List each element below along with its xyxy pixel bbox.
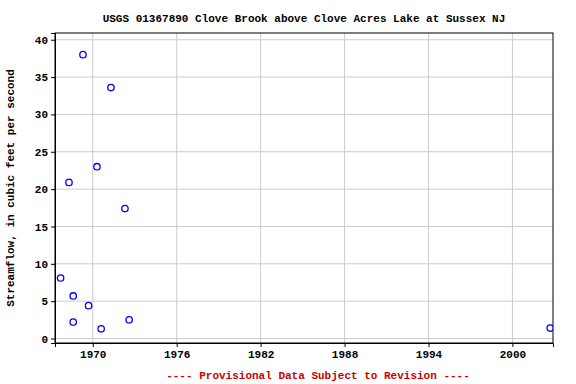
x-grid-line (176, 33, 177, 343)
y-tick: 30 (35, 109, 55, 121)
y-tick-label: 15 (35, 221, 49, 233)
y-tick: 25 (35, 147, 55, 159)
y-grid-line (55, 263, 553, 264)
x-grid-line (92, 33, 93, 343)
y-tick: 0 (41, 334, 55, 346)
y-tick-mark (51, 40, 55, 41)
point (122, 205, 128, 211)
y-tick: 5 (41, 296, 55, 308)
x-tick-mark (261, 343, 262, 347)
point (70, 319, 76, 325)
x-axis: 1970 1976 1982 1988 1994 2000 (56, 343, 554, 361)
y-grid-line (55, 338, 553, 339)
y-tick-label: 35 (35, 72, 49, 84)
y-tick-label: 10 (35, 259, 48, 271)
x-tick-mark (177, 343, 178, 347)
y-grid-line (55, 301, 553, 302)
x-tick-label: 1988 (332, 349, 359, 361)
y-tick: 15 (35, 221, 55, 233)
x-grid-line (512, 33, 513, 343)
y-tick-mark (51, 339, 55, 340)
x-tick-label: 2000 (500, 349, 526, 361)
y-axis: 0 5 10 15 20 25 30 35 40 (35, 34, 56, 346)
x-tick-mark (429, 343, 430, 347)
x-tick-mark (512, 343, 513, 347)
x-grid-line (260, 33, 261, 343)
y-tick: 10 (35, 259, 55, 271)
x-grid-line (344, 33, 345, 343)
y-grid-line (55, 77, 553, 78)
x-tick: 1976 (164, 343, 190, 361)
y-tick: 20 (35, 184, 55, 196)
y-tick-label: 30 (35, 109, 48, 121)
y-tick: 35 (35, 72, 55, 84)
x-axis-line (56, 344, 554, 348)
y-grid-line (55, 189, 553, 190)
x-tick-mark (93, 343, 94, 347)
y-tick-label: 40 (35, 35, 48, 47)
point (70, 293, 76, 299)
point (94, 164, 100, 170)
x-tick: 1970 (80, 343, 106, 361)
chart: 1970 1976 1982 1988 1994 2000 0 5 10 15 20 25 30 35 40… (0, 0, 576, 384)
y-tick-mark (51, 152, 55, 153)
y-tick-label: 0 (41, 334, 48, 346)
y-tick-mark (51, 189, 55, 190)
plot-frame (55, 33, 553, 343)
point (85, 302, 91, 308)
y-tick-mark (51, 226, 55, 227)
point (108, 84, 114, 90)
x-tick: 1982 (248, 343, 274, 361)
x-grid-line (428, 33, 429, 343)
x-tick: 1994 (416, 343, 443, 361)
point (66, 179, 72, 185)
y-tick-label: 25 (35, 147, 49, 159)
y-axis-line (51, 34, 56, 344)
y-tick-mark (51, 264, 55, 265)
x-tick-label: 1982 (248, 349, 274, 361)
y-tick-label: 20 (35, 184, 48, 196)
point (98, 326, 104, 332)
annotation: ---- Provisional Data Subject to Revisio… (166, 370, 470, 382)
y-grid-line (55, 226, 553, 227)
point (80, 51, 86, 57)
y-axis-title: Streamflow, in cubic feet per second (5, 69, 17, 307)
y-tick-label: 5 (41, 296, 48, 308)
points (57, 51, 553, 332)
y-tick-mark (51, 114, 55, 115)
x-tick: 2000 (500, 343, 526, 361)
y-grid-line (55, 39, 553, 40)
title: USGS 01367890 Clove Brook above Clove Ac… (103, 13, 506, 25)
point (547, 325, 553, 331)
point (57, 275, 63, 281)
x-tick-label: 1970 (80, 349, 106, 361)
y-tick: 40 (35, 35, 55, 47)
x-tick-mark (345, 343, 346, 347)
y-grid-line (55, 114, 553, 115)
x-tick-label: 1994 (416, 349, 443, 361)
grid (55, 33, 553, 343)
y-tick-mark (51, 77, 55, 78)
x-tick-label: 1976 (164, 349, 190, 361)
x-tick: 1988 (332, 343, 359, 361)
y-grid-line (55, 151, 553, 152)
point (126, 317, 132, 323)
y-tick-mark (51, 301, 55, 302)
